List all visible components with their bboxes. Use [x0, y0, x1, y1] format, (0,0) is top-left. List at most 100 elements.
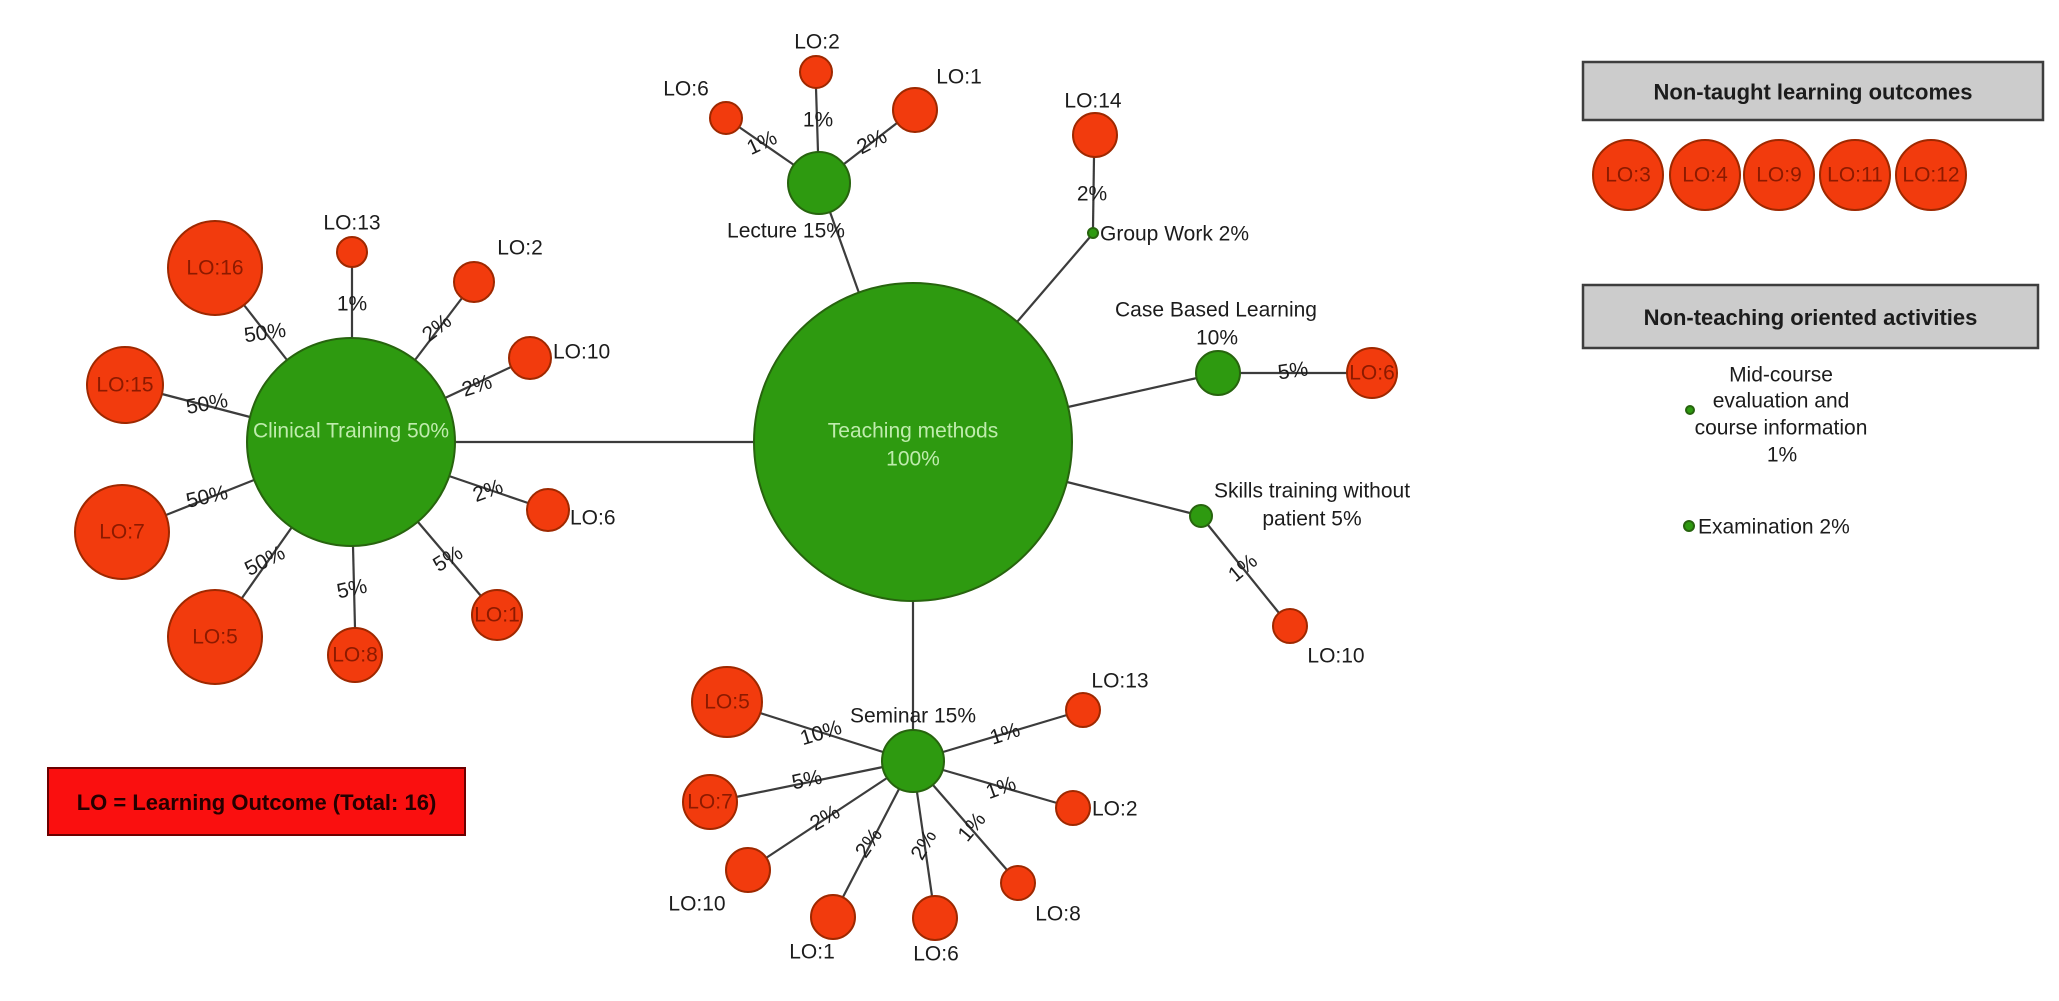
- outcome-node-legend-lo9: [1743, 139, 1815, 211]
- lo-definition-box: [47, 767, 466, 836]
- outcome-node-legend-lo12: [1895, 139, 1967, 211]
- edge-teaching-case-based-learning: [1067, 376, 1198, 409]
- edge-lecture-lo6: [738, 126, 795, 166]
- outcome-label-clinical-lo6: LO:6: [570, 507, 616, 530]
- outcome-label-clinical-lo2: LO:2: [497, 237, 543, 260]
- edge-clinical-lo1: [417, 521, 482, 597]
- outcome-label-clinical-lo8: LO:8: [332, 644, 378, 667]
- outcome-node-skills-lo10: [1272, 608, 1308, 644]
- edge-clinical-lo10: [444, 366, 512, 399]
- method-node-teaching: [753, 282, 1073, 602]
- legend-title-non-teaching: Non-teaching oriented activities: [1644, 305, 1978, 330]
- pct-label-seminar-lo13: 1%: [987, 718, 1023, 749]
- outcome-label-seminar-lo2: LO:2: [1092, 798, 1138, 821]
- midcourse-line3: course information: [1695, 417, 1868, 440]
- outcome-label-seminar-lo7: LO:7: [687, 791, 733, 814]
- skills-label-line1: Skills training without: [1214, 480, 1410, 503]
- midcourse-line2: evaluation and: [1713, 390, 1850, 413]
- edge-clinical-lo5: [241, 526, 293, 599]
- pct-label-clinical-lo8: 5%: [335, 575, 369, 604]
- edge-clinical-lo15: [161, 392, 251, 419]
- outcome-label-lecture-lo6: LO:6: [663, 78, 709, 101]
- edge-seminar-lo6: [915, 791, 934, 897]
- outcome-label-cbl-lo6: LO:6: [1349, 362, 1395, 385]
- edge-seminar-lo13: [942, 713, 1068, 754]
- outcome-node-seminar-lo7: [682, 774, 738, 830]
- outcome-label-legend-lo9: LO:9: [1756, 164, 1802, 187]
- pct-label-seminar-lo1: 2%: [851, 824, 887, 862]
- outcome-node-legend-lo4: [1669, 139, 1741, 211]
- examination-label: Examination 2%: [1698, 516, 1850, 539]
- seminar-label: Seminar 15%: [850, 705, 976, 728]
- outcome-node-seminar-lo5: [691, 666, 763, 738]
- pct-label-seminar-lo10: 2%: [806, 800, 844, 835]
- method-node-lecture: [787, 151, 851, 215]
- edge-clinical-lo8: [351, 545, 357, 629]
- edge-group-work-lo14: [1091, 156, 1096, 229]
- outcome-label-legend-lo4: LO:4: [1682, 164, 1728, 187]
- outcome-label-seminar-lo13: LO:13: [1091, 670, 1148, 693]
- outcome-node-seminar-lo2: [1055, 790, 1091, 826]
- edge-seminar-lo5: [759, 711, 884, 754]
- outcome-label-legend-lo12: LO:12: [1902, 164, 1959, 187]
- outcome-node-clinical-lo2: [453, 261, 495, 303]
- pct-label-seminar-lo2: 1%: [983, 772, 1019, 804]
- midcourse-line1: Mid-course: [1729, 364, 1833, 387]
- skills-label-line2: patient 5%: [1262, 508, 1361, 531]
- outcome-label-clinical-lo13: LO:13: [323, 212, 380, 235]
- outcome-label-seminar-lo10: LO:10: [668, 893, 725, 916]
- outcome-label-clinical-lo15: LO:15: [96, 374, 153, 397]
- outcome-node-legend-lo11: [1819, 139, 1891, 211]
- edge-teaching-group-work: [1016, 236, 1091, 323]
- outcome-node-lecture-lo2: [799, 55, 833, 89]
- lo-definition-text: LO = Learning Outcome (Total: 16): [77, 790, 437, 815]
- method-node-examination-dot: [1683, 520, 1695, 532]
- edge-teaching-lecture: [828, 211, 861, 294]
- outcome-label-seminar-lo5: LO:5: [704, 691, 750, 714]
- legend-box-non-taught: [1581, 60, 2045, 122]
- pct-label-clinical-lo13: 1%: [337, 293, 367, 316]
- method-node-mid-course-dot: [1685, 405, 1695, 415]
- edge-lecture-lo2: [814, 87, 820, 153]
- outcome-node-legend-lo3: [1592, 139, 1664, 211]
- legend-title-non-taught: Non-taught learning outcomes: [1654, 80, 1973, 105]
- clinical-label: Clinical Training 50%: [253, 420, 449, 443]
- outcome-node-lecture-lo1: [892, 87, 938, 133]
- pct-label-clinical-lo15: 50%: [184, 389, 229, 419]
- outcome-label-clinical-lo1: LO:1: [474, 604, 520, 627]
- method-node-group-work: [1087, 227, 1099, 239]
- lecture-label: Lecture 15%: [727, 220, 845, 243]
- pct-label-clinical-lo16: 50%: [243, 319, 288, 348]
- outcome-node-seminar-lo13: [1065, 692, 1101, 728]
- outcome-label-skills-lo10: LO:10: [1307, 645, 1364, 668]
- outcome-node-clinical-lo10: [508, 336, 552, 380]
- pct-label-seminar-lo5: 10%: [798, 716, 845, 750]
- outcome-node-clinical-lo15: [86, 346, 164, 424]
- outcome-label-legend-lo11: LO:11: [1827, 164, 1883, 187]
- outcome-node-clinical-lo1: [471, 589, 523, 641]
- outcome-node-clinical-lo6: [526, 488, 570, 532]
- outcome-node-lecture-lo6: [709, 101, 743, 135]
- outcome-node-clinical-lo5: [167, 589, 263, 685]
- pct-label-lecture-lo6: 1%: [743, 126, 780, 160]
- edge-seminar-lo1: [842, 788, 900, 898]
- outcome-label-groupwork-lo14: LO:14: [1064, 90, 1122, 113]
- method-node-seminar: [881, 729, 945, 793]
- outcome-node-clinical-lo7: [74, 484, 170, 580]
- outcome-label-lecture-lo2: LO:2: [794, 31, 840, 54]
- outcome-node-clinical-lo8: [327, 627, 383, 683]
- outcome-label-clinical-lo5: LO:5: [192, 626, 238, 649]
- method-node-clinical: [246, 337, 456, 547]
- pct-label-clinical-lo10: 2%: [459, 370, 495, 401]
- outcome-label-clinical-lo10: LO:10: [553, 341, 610, 364]
- edge-clinical-lo16: [243, 304, 288, 361]
- edge-clinical-lo2: [414, 297, 463, 361]
- pct-label-lecture-lo1: 2%: [853, 125, 890, 159]
- edge-seminar-lo2: [942, 768, 1058, 805]
- outcome-node-seminar-lo1: [810, 894, 856, 940]
- outcome-label-seminar-lo6: LO:6: [913, 943, 959, 966]
- outcome-label-legend-lo3: LO:3: [1605, 164, 1651, 187]
- pct-label-seminar-lo7: 5%: [790, 766, 824, 795]
